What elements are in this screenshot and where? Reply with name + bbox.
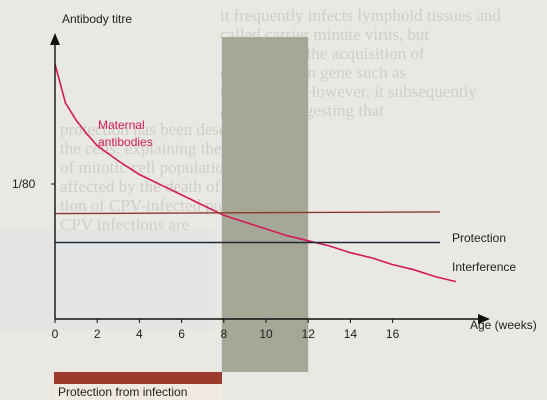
background-text-line: of mitotic cell populations [60,158,239,177]
background-text-line: protection has been described [60,120,262,139]
y-tick-label: 1/80 [12,177,36,191]
x-tick-label: 10 [259,327,273,341]
series-line-protection [54,211,441,215]
x-tick-label: 16 [386,327,400,341]
background-text-line: CPV infections are [60,215,190,234]
background-panel [0,230,215,330]
maternal-series-label-line1: Maternal [98,118,145,132]
shaded-window [221,37,309,372]
protection-caption: Protection from infection [54,384,222,400]
protection-series-label: Protection [452,231,506,245]
interference-series-label: Interference [452,260,516,274]
x-axis-arrow [478,314,490,324]
x-tick-label: 12 [302,327,316,341]
x-tick-label: 2 [94,327,101,341]
background-text-line: affected by the death of [60,177,221,196]
series-line-maternal-antibodies [54,63,457,283]
x-tick-label: 8 [220,327,227,341]
protection-bar [54,372,222,384]
background-text-line: it frequently infects lymphoid tissues a… [220,6,501,25]
x-tick-label: 0 [52,327,59,341]
y-axis-arrow [50,33,60,45]
background-text-line: tion of CPV-infected puppies [60,196,259,215]
x-tick-label: 6 [178,327,185,341]
x-axis-title: Age (weeks) [470,318,537,332]
y-axis-title: Antibody titre [62,12,132,26]
maternal-series-label-line2: antibodies [98,135,153,149]
x-tick-label: 4 [136,327,143,341]
x-tick-label: 14 [344,327,358,341]
